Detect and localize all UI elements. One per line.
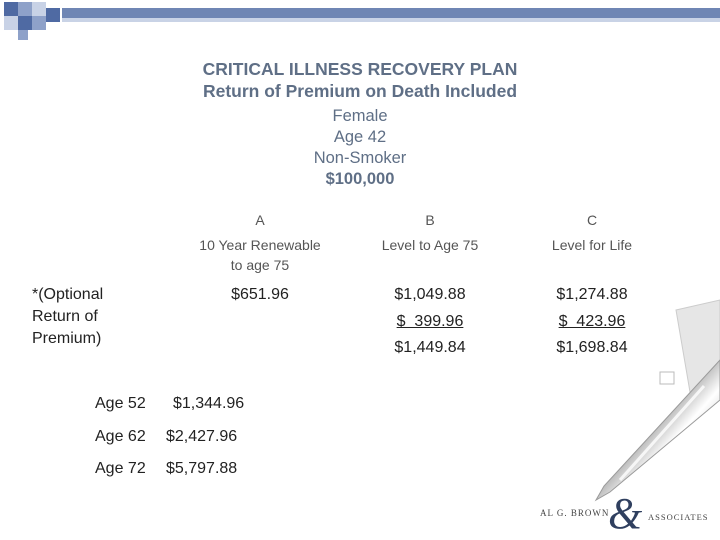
column-b-line1: Level to Age 75 <box>381 237 479 253</box>
logo-name: AL G. BROWN <box>540 508 610 518</box>
column-b-letter: B <box>425 212 435 228</box>
column-c-value-2: $ 423.96 <box>558 313 626 330</box>
decor-square <box>18 16 32 30</box>
logo-ampersand: & <box>608 489 643 538</box>
slide-header: CRITICAL ILLNESS RECOVERY PLAN Return of… <box>0 58 720 190</box>
age-row-1-amount: $1,344.96 <box>173 395 245 412</box>
optional-note-line3: Premium) <box>32 330 102 347</box>
decor-square <box>32 2 46 16</box>
optional-note-line2: Return of <box>32 308 98 325</box>
plan-title: CRITICAL ILLNESS RECOVERY PLAN <box>202 59 518 79</box>
pen-body <box>675 299 720 393</box>
column-a-line1: 10 Year Renewable <box>199 237 321 253</box>
column-c-line1: Level for Life <box>551 237 633 253</box>
column-a-letter: A <box>255 212 265 228</box>
age-row-3-age: Age 72 <box>95 460 146 477</box>
company-logo: AL G. BROWN & ASSOCIATES <box>540 489 720 538</box>
age-row-1-age: Age 52 <box>95 395 146 412</box>
logo-associates: ASSOCIATES <box>648 512 709 522</box>
column-b-value-3: $1,449.84 <box>394 339 466 356</box>
column-c-value-1: $1,274.88 <box>556 286 628 303</box>
pen-clip <box>659 371 675 385</box>
column-b-value-1: $1,049.88 <box>394 286 466 303</box>
gender-label: Female <box>332 107 388 125</box>
top-decoration <box>0 0 720 40</box>
column-a-value-1: $651.96 <box>231 286 289 303</box>
optional-note-line1: *(Optional <box>32 286 104 303</box>
age-label: Age 42 <box>333 128 387 146</box>
decor-square <box>46 8 60 22</box>
age-row-3-amount: $5,797.88 <box>166 460 238 477</box>
header-band-light <box>62 18 720 22</box>
decor-square <box>32 16 46 30</box>
column-a-line2: to age 75 <box>230 257 290 273</box>
pen-tip <box>594 359 720 502</box>
column-c-value-3: $1,698.84 <box>556 339 628 356</box>
decor-square <box>18 2 32 16</box>
decor-square <box>18 30 28 40</box>
header-band <box>62 8 720 18</box>
plan-subtitle: Return of Premium on Death Included <box>202 81 518 101</box>
column-b-value-2: $ 399.96 <box>396 313 464 330</box>
smoker-label: Non-Smoker <box>313 149 407 167</box>
column-c-letter: C <box>586 212 598 228</box>
pen-highlight <box>618 385 706 481</box>
age-row-2-amount: $2,427.96 <box>166 428 238 445</box>
age-row-2-age: Age 62 <box>95 428 146 445</box>
coverage-amount: $100,000 <box>325 170 395 188</box>
decor-square <box>4 16 18 30</box>
decor-square <box>4 2 18 16</box>
